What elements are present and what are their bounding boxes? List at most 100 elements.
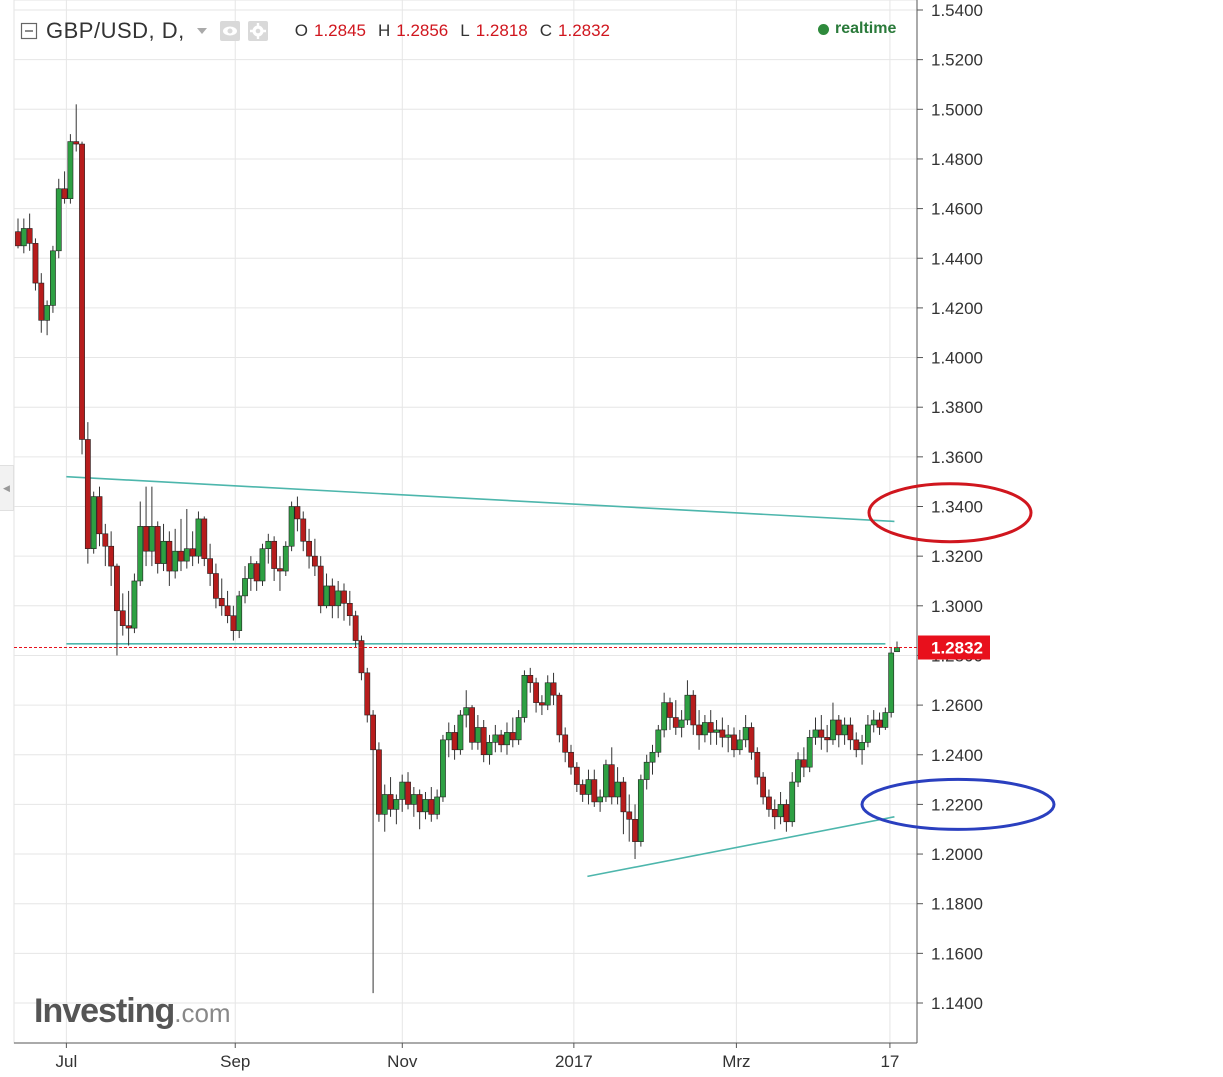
candle [119,593,126,636]
candle [451,724,458,760]
candle [643,754,650,790]
candle-body [684,694,691,721]
candle-body [783,804,790,823]
candle [294,496,301,532]
trendline [587,816,895,878]
candle-body [486,742,493,756]
collapse-legend-button[interactable] [18,20,40,42]
candle-body [853,739,860,751]
candle [573,762,580,792]
candle-body [370,714,376,751]
symbol-dropdown-button[interactable] [191,20,213,42]
candle-body [463,707,470,716]
candlesticks [15,104,900,994]
candle-body [160,540,167,564]
candle-body [102,533,109,547]
collapse-sidebar-toggle[interactable]: ◀ [0,465,14,511]
time-axis: Jul Sep Nov 2017 Mrz 17 [14,1042,917,1071]
candle [410,787,417,817]
candle [754,747,761,785]
candle [183,508,190,569]
candle [282,541,289,577]
price-tick-label: 1.4400 [931,249,983,268]
candle [870,710,877,733]
candle [259,543,266,586]
candle-body [830,719,836,741]
candle [108,531,115,586]
candle [405,772,411,810]
price-tick-label: 1.4800 [931,150,983,169]
candle [649,744,656,775]
candle [620,777,627,835]
candle [358,635,365,681]
price-tick-label: 1.3400 [931,498,983,517]
candle-body [440,739,446,798]
candle-body [626,811,633,820]
candle [661,692,668,738]
price-tick-label: 1.1400 [931,994,983,1013]
logo-suffix: .com [174,998,231,1028]
candle-body [800,759,807,768]
candle [719,717,726,748]
candle-body [771,809,778,818]
candle-body [702,722,708,736]
candle [702,715,708,743]
candle-body [172,550,179,572]
candle [329,578,336,619]
candle-body [236,595,243,631]
candle-body [544,682,551,706]
candle-body [859,742,865,751]
candle [783,799,790,832]
candle-body [690,694,697,726]
candle-body [335,590,342,607]
candle-body [498,734,505,746]
candle-body [579,784,586,795]
candle [218,578,225,616]
candle-body [568,751,574,768]
candle-body [847,724,854,741]
candle [585,769,592,805]
candle [271,536,278,581]
candle [422,791,429,820]
candle-body [114,565,120,612]
candle-body [148,526,155,552]
candle [556,692,563,743]
candle-body [341,590,347,604]
candle-body [67,141,74,199]
candle-body [154,526,161,564]
candle [306,528,312,569]
candle-body [364,672,371,716]
price-tick-label: 1.2200 [931,795,983,814]
candle [236,590,243,639]
candle [178,518,184,572]
candle [317,556,324,614]
symbol-label[interactable]: GBP/USD, D, [46,18,185,43]
time-tick-label: Nov [387,1052,418,1071]
candle-body [224,605,231,617]
candle-body [835,719,842,736]
candle-body [760,776,767,798]
candle-body [573,766,580,785]
visibility-button[interactable] [219,20,241,42]
candle-body [719,729,726,738]
settings-button[interactable] [247,20,269,42]
candle-body [50,250,56,306]
candle-body [288,506,295,547]
candle-body [713,729,720,733]
candle [288,501,295,552]
candle [189,531,196,567]
candle-body [387,794,394,810]
open-value: 1.2845 [313,21,366,40]
price-tick-label: 1.1600 [931,944,983,963]
candle-body [521,675,528,718]
caret-down-icon [196,28,207,34]
candle [597,789,604,812]
candle-body [96,496,103,535]
candle [632,804,638,860]
candle [480,719,487,763]
candle-body [492,734,499,743]
candle-body [84,439,91,550]
candle [445,722,452,758]
candle [469,705,475,750]
